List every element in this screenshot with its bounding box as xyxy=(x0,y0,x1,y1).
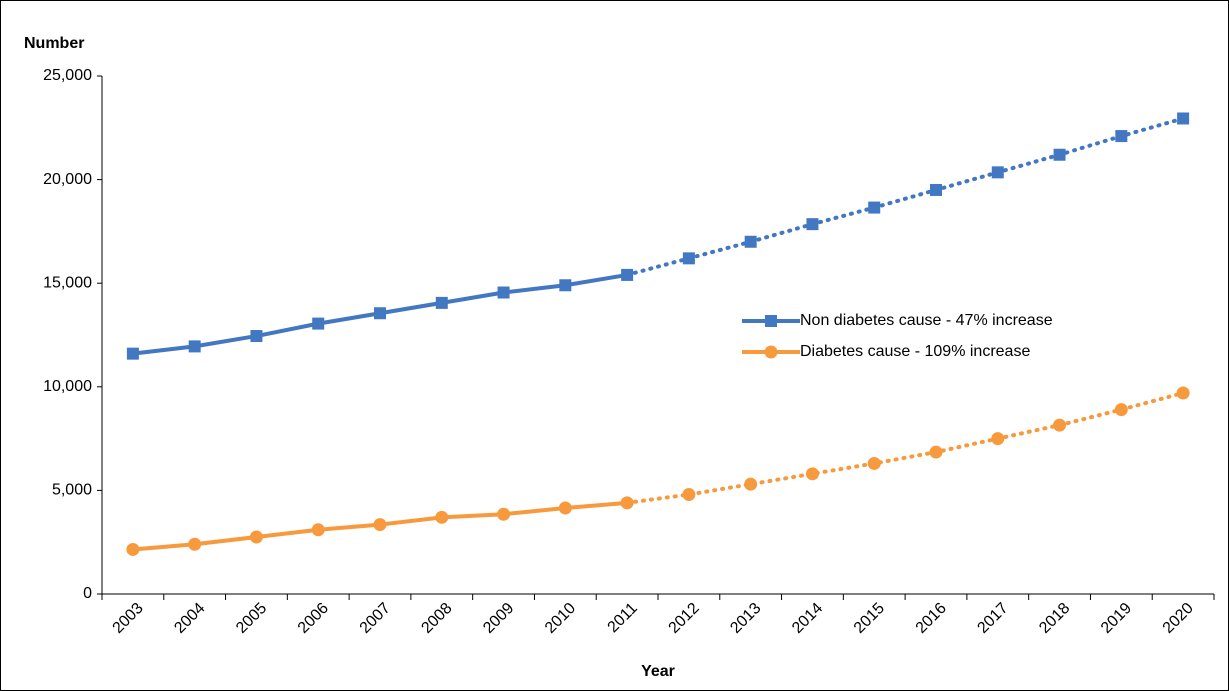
y-tick-label: 15,000 xyxy=(43,274,92,291)
marker xyxy=(991,432,1005,446)
marker xyxy=(744,477,758,491)
marker xyxy=(126,347,139,360)
marker xyxy=(1053,148,1066,161)
marker xyxy=(1053,418,1067,432)
marker xyxy=(1115,130,1128,143)
legend-label: Diabetes cause - 109% increase xyxy=(800,343,1030,360)
marker xyxy=(744,235,757,248)
marker xyxy=(1176,386,1190,400)
projected-line xyxy=(625,391,1186,505)
marker xyxy=(188,537,202,551)
y-tick-label: 10,000 xyxy=(43,378,92,395)
legend-marker xyxy=(765,315,777,327)
marker xyxy=(250,330,263,343)
marker xyxy=(497,286,510,299)
y-tick-label: 20,000 xyxy=(43,171,92,188)
marker xyxy=(806,218,819,231)
marker xyxy=(374,307,386,320)
marker xyxy=(373,518,387,532)
marker xyxy=(497,507,511,521)
marker xyxy=(682,488,696,502)
legend-label: Non diabetes cause - 47% increase xyxy=(800,312,1053,329)
x-axis-title: Year xyxy=(641,663,675,680)
marker xyxy=(868,201,881,214)
marker xyxy=(867,456,881,470)
marker xyxy=(558,501,572,515)
marker xyxy=(930,183,942,196)
marker xyxy=(1114,403,1128,417)
marker xyxy=(435,510,449,524)
marker xyxy=(682,252,695,265)
y-axis-title: Number xyxy=(24,35,84,52)
y-tick-label: 25,000 xyxy=(43,67,92,84)
marker xyxy=(805,467,819,481)
marker xyxy=(312,317,325,330)
projected-line xyxy=(625,116,1186,277)
y-tick-label: 5,000 xyxy=(52,482,92,499)
marker xyxy=(126,542,140,556)
marker xyxy=(188,340,201,353)
marker xyxy=(620,496,634,510)
marker xyxy=(1177,112,1190,125)
legend-marker xyxy=(764,345,778,359)
y-tick-label: 0 xyxy=(83,585,92,602)
marker xyxy=(929,445,943,459)
marker xyxy=(621,268,634,281)
marker xyxy=(311,523,325,537)
marker xyxy=(435,296,448,309)
marker xyxy=(249,530,263,544)
marker xyxy=(559,279,572,292)
marker xyxy=(991,166,1004,179)
